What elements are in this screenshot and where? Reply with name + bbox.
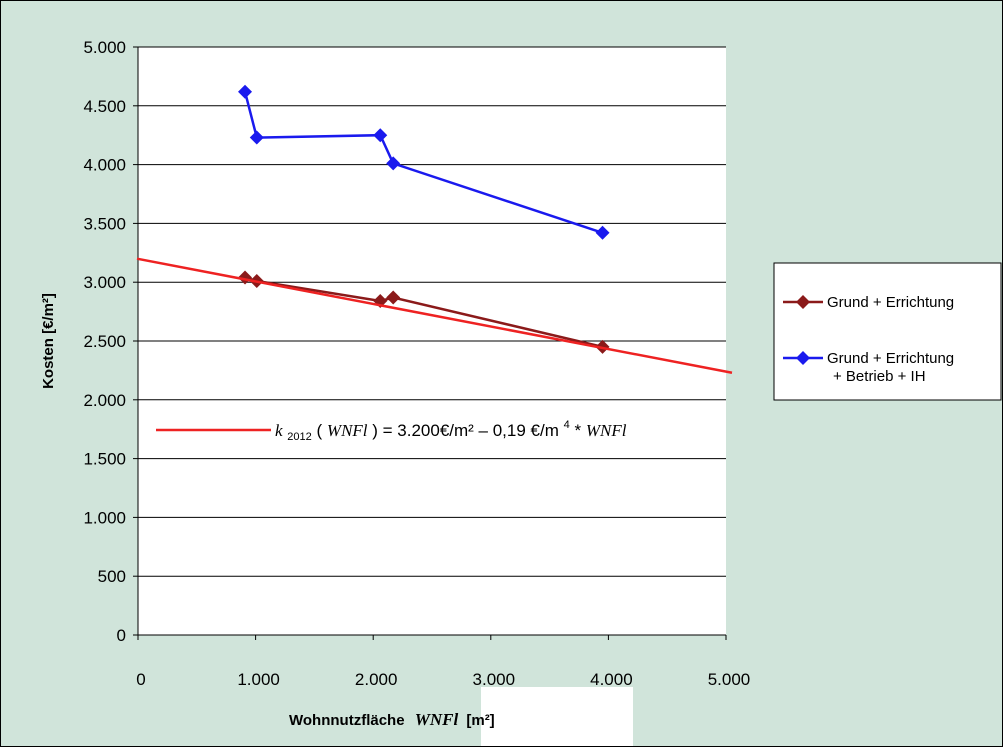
legend-box [773,262,1002,401]
eq-sub: 2012 [287,431,311,443]
x-tick-label-3: 3.000 [473,670,516,689]
y-tick-label-10: 5.000 [83,38,126,57]
legend-label-series-2-line-2: + Betrieb + IH [833,368,926,385]
y-axis-title: Kosten [€/m²] [40,293,57,389]
x-tick-label-1: 1.000 [237,670,280,689]
legend-label-series-1: Grund + Errichtung [827,294,954,311]
y-tick-label-3: 1.500 [83,450,126,469]
y-tick-label-6: 3.000 [83,273,126,292]
x-tick-label-2: 2.000 [355,670,398,689]
x-axis-title-var: WNFl [415,710,459,729]
x-tick-label-4: 4.000 [590,670,633,689]
series-2-point-3 [373,128,388,143]
y-tick-label-2: 1.000 [83,508,126,527]
trend-layer [136,257,733,374]
grid-lines [138,46,726,577]
y-tick-label-5: 2.500 [83,332,126,351]
eq-arg: WNFl [327,421,368,440]
eq-sup: 4 [564,419,570,431]
x-tick-label-5: 5.000 [708,670,751,689]
axis-ticks: 0 500 1.000 1.500 2.000 2.500 3.000 3.500 4.000 4… [83,38,750,689]
series-2-point-2 [249,130,264,145]
y-tick-label-7: 3.500 [83,214,126,233]
y-tick-label-0: 0 [117,626,126,645]
x-axis-title: Wohnnutzfläche WNFl [m²] [289,710,495,729]
x-axis-title-prefix: Wohnnutzfläche [289,712,405,729]
x-tick-label-0: 0 [136,670,145,689]
legend: Grund + Errichtung Grund + Errichtung + … [773,262,1002,401]
x-axis-title-unit: [m²] [466,712,494,729]
eq-star: * [574,421,581,440]
y-tick-label-8: 4.000 [83,156,126,175]
series-2-point-5 [595,225,610,240]
legend-marker-series-1 [796,295,810,309]
x-axis-title-box [481,687,633,746]
y-tick-label-4: 2.000 [83,391,126,410]
eq-mid: ) = 3.200€/m² – 0,19 €/m [372,421,559,440]
legend-label-series-2-line-1: Grund + Errichtung [827,350,954,367]
eq-open-paren: ( [317,421,323,440]
series-1-point-4 [386,290,401,305]
series-2-point-4 [386,156,401,171]
eq-end-var: WNFl [586,421,627,440]
legend-marker-series-2 [796,351,810,365]
y-tick-label-1: 500 [98,567,126,586]
trendline-equation: k 2012 ( WNFl ) = 3.200€/m² – 0,19 €/m 4… [275,413,627,444]
eq-k: k [275,421,283,440]
trendline [136,257,733,374]
y-tick-label-9: 4.500 [83,97,126,116]
series-2-point-1 [238,84,253,99]
